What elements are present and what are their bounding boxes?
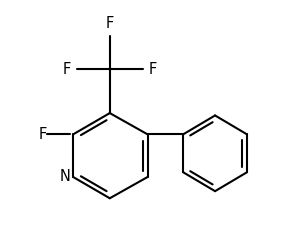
- Text: F: F: [148, 62, 157, 77]
- Text: F: F: [63, 62, 71, 77]
- Text: N: N: [59, 169, 70, 184]
- Text: F: F: [106, 15, 114, 30]
- Text: F: F: [38, 127, 46, 142]
